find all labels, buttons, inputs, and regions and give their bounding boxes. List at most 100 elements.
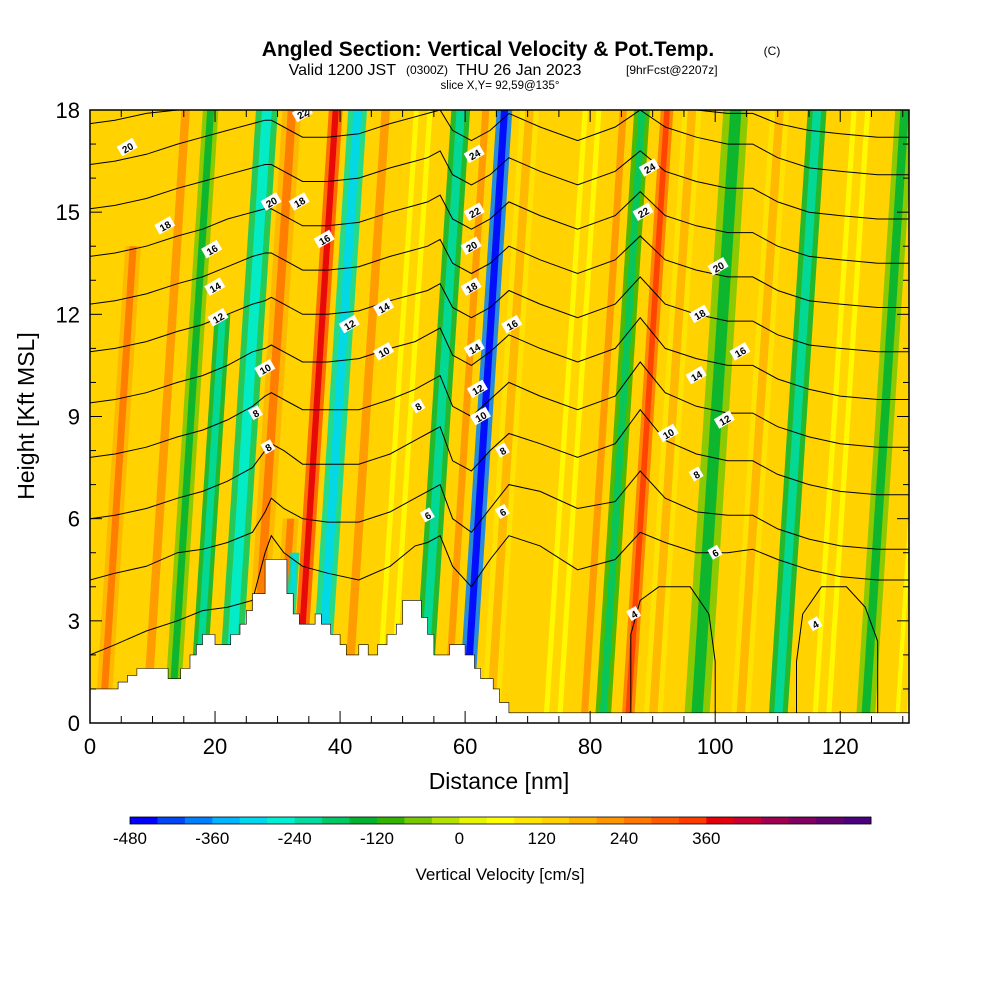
contour-label-text: 24 (643, 161, 659, 176)
contour-line-6 (90, 531, 909, 656)
terrain (90, 559, 909, 723)
velocity-band-core (293, 110, 339, 723)
contour-label-text: 16 (318, 233, 334, 248)
contour-label: 18 (154, 216, 176, 235)
colorbar-tick-label: 0 (455, 829, 464, 848)
contour-label-text: 12 (471, 383, 487, 398)
colorbar-swatch (514, 817, 543, 824)
y-tick-label: 6 (68, 507, 80, 532)
contour-label: 14 (373, 297, 395, 316)
contour-label-bg (688, 466, 704, 482)
contour-label: 16 (201, 239, 223, 258)
contour-label: 18 (460, 277, 482, 296)
contour-label-bg (638, 158, 660, 177)
contour-label-text: 16 (505, 318, 521, 333)
contour-label-text: 8 (692, 469, 703, 482)
contour-label-text: 22 (636, 206, 652, 221)
contour-line-20 (90, 110, 909, 176)
x-axis-label: Distance [nm] (429, 768, 570, 794)
contour-label: 22 (632, 202, 654, 222)
contour-line-4 (796, 586, 879, 713)
contour-line-18 (90, 150, 909, 220)
contour-label: 16 (313, 229, 335, 248)
contour-label-text: 12 (718, 413, 734, 428)
contour-label-bg (116, 137, 138, 157)
contour-label: 8 (247, 405, 263, 421)
contour-label: 24 (638, 158, 660, 177)
y-tick-label: 18 (56, 98, 80, 123)
contour-label-text: 12 (343, 318, 359, 333)
contour-line-14 (90, 235, 909, 308)
colorbar-swatch (816, 817, 844, 824)
colorbar-swatch (404, 817, 433, 824)
contour-label-bg (460, 277, 482, 296)
contour-label: 14 (204, 277, 226, 296)
valid-time-utc: (0300Z) (406, 63, 448, 77)
colorbar-tick-label: 360 (692, 829, 720, 848)
contour-label-bg (685, 365, 707, 385)
contour-line-4 (630, 586, 716, 713)
contour-label-text: 6 (498, 507, 509, 520)
contour-label-bg (410, 398, 426, 414)
contour-label: 10 (469, 406, 491, 425)
contour-label-text: 10 (258, 362, 274, 377)
contour-label-text: 10 (474, 410, 490, 425)
colorbar-swatch (486, 817, 515, 824)
contour-label-text: 8 (264, 442, 275, 455)
contour-label: 10 (657, 423, 679, 442)
contour-label-bg (204, 277, 226, 296)
contour-label-bg (338, 314, 360, 334)
contour-label: 12 (466, 379, 488, 398)
contour-label-text: 20 (121, 141, 137, 156)
velocity-band-core (548, 110, 597, 723)
velocity-band-core (142, 110, 190, 723)
contour-label-text: 20 (465, 240, 481, 255)
contour-label-bg (460, 236, 482, 256)
contour-label: 12 (207, 308, 229, 327)
contour-label-text: 4 (629, 609, 640, 622)
colorbar-tick-label: 120 (528, 829, 556, 848)
contour-label-bg (463, 202, 485, 222)
velocity-band-core (580, 110, 627, 723)
contour-label-bg (807, 616, 823, 632)
contour-label: 4 (807, 616, 823, 632)
contour-label: 20 (260, 192, 282, 211)
colorbar-swatch (377, 817, 405, 824)
contour-label-text: 8 (414, 401, 425, 414)
valid-time-prefix: Valid 1200 JST (289, 62, 397, 79)
velocity-band-core (599, 110, 646, 723)
colorbar-frame (129, 816, 872, 825)
velocity-band-core (899, 570, 909, 723)
colorbar-swatch (788, 817, 817, 824)
valid-time-date: THU 26 Jan 2023 (456, 62, 582, 79)
contour-label-bg (260, 439, 276, 455)
colorbar-swatch (706, 817, 735, 824)
x-tick-label: 120 (822, 734, 859, 759)
contour-label-bg (707, 257, 729, 276)
colorbar-swatch (569, 817, 597, 824)
colorbar-swatch (678, 817, 707, 824)
contour-label-text: 16 (733, 345, 749, 360)
contour-label-bg (254, 359, 276, 378)
contour-label-text: 18 (158, 219, 174, 234)
colorbar-tick-label: -240 (278, 829, 312, 848)
colorbar-swatch (541, 817, 570, 824)
colorbar-tick-label: -120 (360, 829, 394, 848)
contour-line-8 (90, 361, 909, 458)
contour-label-text: 6 (423, 510, 434, 523)
contour-label: 4 (626, 606, 642, 622)
contour-label-bg (626, 606, 642, 622)
velocity-band-core (342, 110, 390, 723)
contour-label-text: 4 (811, 619, 822, 632)
contour-label-bg (494, 503, 510, 519)
colorbar-swatch (761, 817, 790, 824)
colorbar-swatch (239, 817, 268, 824)
velocity-band-core (485, 110, 534, 723)
colorbar: -480 -360 -240 -120 0 120 240 360 (113, 816, 872, 848)
contour-label-bg (632, 202, 654, 222)
y-tick-label: 9 (68, 405, 80, 430)
contour-label-text: 18 (693, 308, 709, 323)
y-tick-label: 0 (68, 711, 80, 736)
contour-line-16 (90, 191, 909, 264)
